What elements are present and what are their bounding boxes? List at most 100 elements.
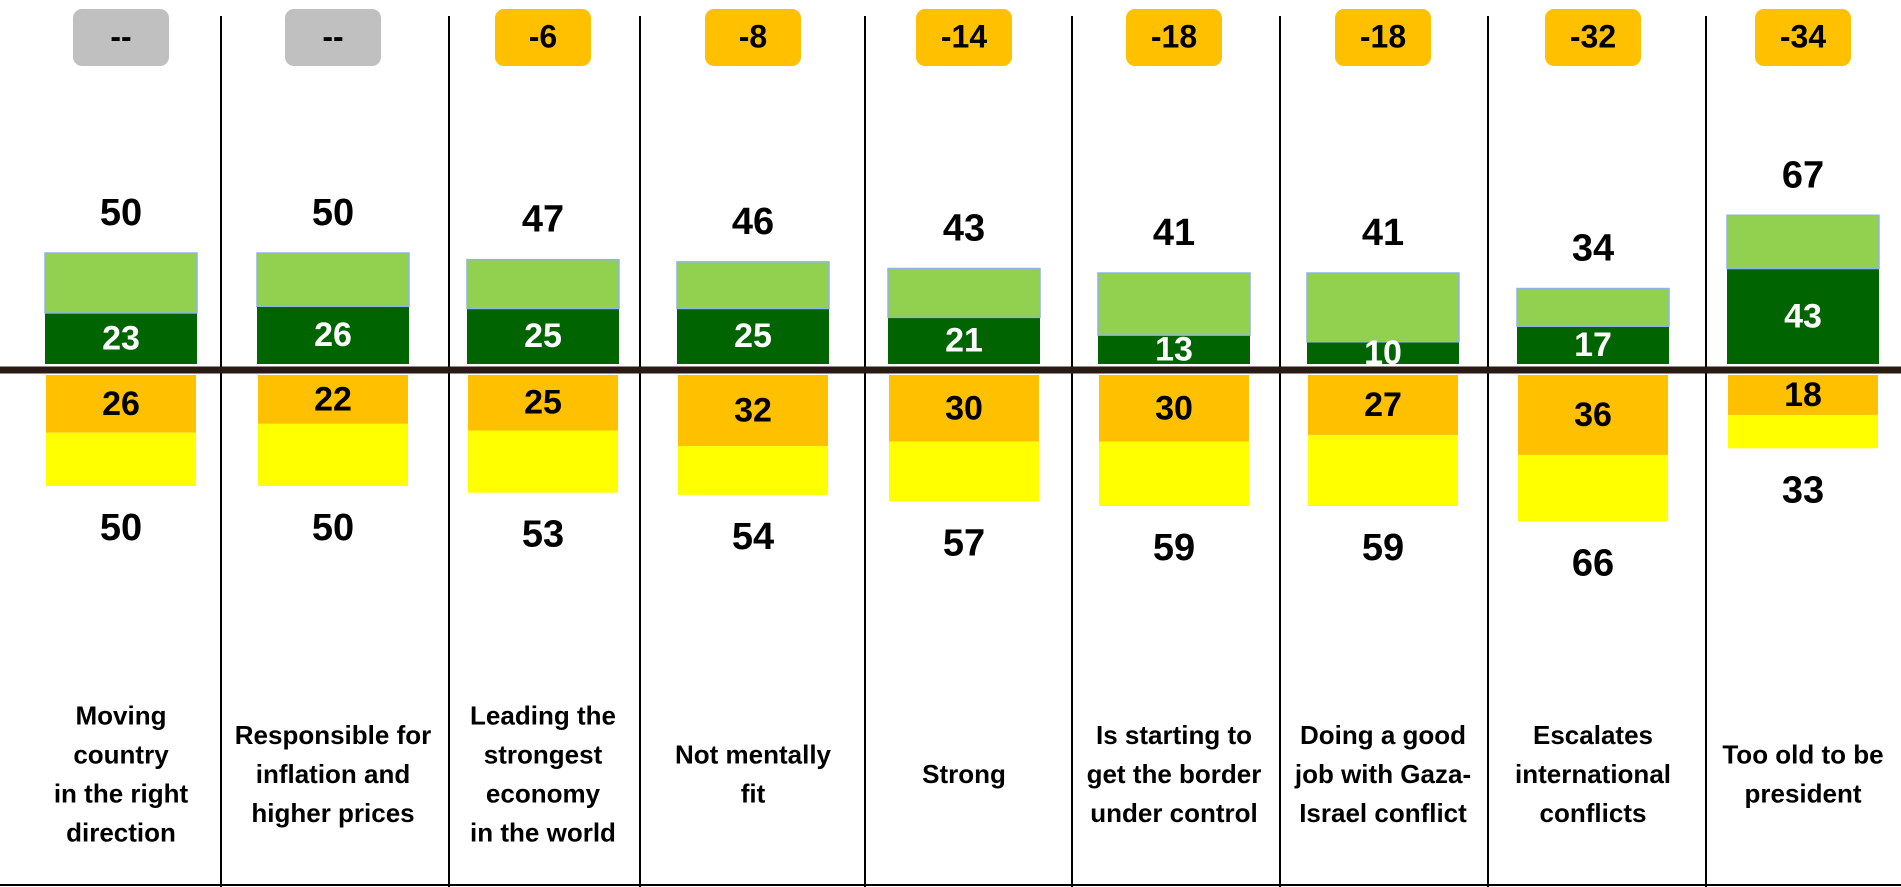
category-label: Not mentally fit [675,739,832,808]
top-total: 34 [1572,228,1614,270]
net-label: -- [322,18,343,54]
category-label-line: Too old to be [1722,739,1883,769]
category-label-line: higher prices [251,798,414,828]
net-badge [705,9,801,66]
net-label: -8 [739,18,767,54]
bottom-total: 59 [1362,527,1404,569]
bar-segment [1308,434,1458,506]
bar-segment [466,258,620,310]
bottom-total: 59 [1153,527,1195,569]
top-total: 46 [732,201,774,243]
category-label-line: country [73,739,169,769]
net-badge [1755,9,1851,66]
category-label-line: Moving [76,700,167,730]
net-label: -32 [1570,18,1616,54]
category-label-line: strongest [484,739,603,769]
segment-label: 30 [1155,389,1193,427]
net-label: -- [110,18,131,54]
bar-segment [1516,287,1670,328]
segment-label: 21 [945,322,983,360]
bar-segment [1306,272,1460,343]
bar-segment [678,375,828,447]
bar-segment [1728,414,1878,449]
segment-label: 25 [524,317,562,355]
bottom-total: 54 [732,516,774,558]
bar-segment [1307,341,1459,364]
top-total: 47 [522,199,564,241]
net-badge [495,9,591,66]
category-label-line: Doing a good [1300,720,1466,750]
segment-label: 27 [1364,386,1402,424]
category-label: Too old to be president [1722,739,1883,808]
bar-segment [258,375,408,424]
top-total: 43 [943,208,985,250]
bar-segment [45,312,197,364]
segment-label: 32 [734,392,772,430]
bar-segment [887,267,1041,319]
net-label: -18 [1360,18,1406,54]
category-label-line: get the border [1087,759,1262,789]
segment-label: 23 [102,319,140,357]
category-label-line: Escalates [1533,720,1653,750]
category-label: Escalates international conflicts [1515,720,1671,828]
bar-segment [1728,375,1878,415]
category-label-line: Leading the [470,700,616,730]
net-badge [1126,9,1222,66]
category-label-line: economy [486,778,601,808]
top-total: 67 [1782,154,1824,196]
category-label-line: Is starting to [1096,720,1252,750]
bar-segment [1097,272,1251,336]
category-label-line: under control [1090,798,1258,828]
category-label: Is starting to get the border under contro… [1087,720,1262,828]
bar-segment [888,317,1040,364]
net-label: -6 [529,18,557,54]
bar-segment [44,252,198,314]
segment-label: 25 [524,384,562,422]
category-label: Strong [922,759,1006,789]
segment-label: 26 [314,316,352,354]
segment-label: 10 [1364,334,1402,372]
bar-segment [257,306,409,364]
bar-segment [467,308,619,364]
bar-segment [678,446,828,495]
bar-segment [676,261,830,310]
segment-label: 26 [102,385,140,423]
bottom-total: 50 [100,507,142,549]
bar-segment [1308,375,1458,435]
segment-label: 43 [1784,297,1822,335]
bar-segment [1517,326,1669,364]
segment-label: 36 [1574,396,1612,434]
segment-label: 13 [1155,331,1193,369]
category-label-line: Israel conflict [1299,798,1467,828]
top-total: 41 [1362,212,1404,254]
category-label-line: Responsible for [235,720,431,750]
category-label-line: inflation and [256,759,411,789]
category-label-line: international [1515,759,1671,789]
category-label-line: in the right [54,778,189,808]
bottom-total: 50 [312,507,354,549]
category-label-line: president [1744,778,1861,808]
bar-segment [1518,375,1668,455]
net-label: -34 [1780,18,1826,54]
segment-label: 18 [1784,376,1822,414]
bar-segment [677,308,829,364]
net-label: -18 [1151,18,1197,54]
bar-segment [258,423,408,486]
category-label-line: conflicts [1540,798,1647,828]
segment-label: 25 [734,317,772,355]
bar-segment [1098,335,1250,364]
top-total: 50 [312,192,354,234]
category-label-line: Strong [922,759,1006,789]
category-label-line: direction [66,817,176,847]
bar-segment [468,375,618,431]
bar-segment [46,375,196,433]
category-label-line: in the world [470,817,616,847]
category-label-line: fit [741,778,766,808]
bottom-total: 33 [1782,469,1824,511]
top-total: 50 [100,192,142,234]
net-badge [916,9,1012,66]
segment-label: 22 [314,380,352,418]
bar-segment [256,252,410,308]
category-label: Responsible for inflation and higher price… [235,720,431,828]
